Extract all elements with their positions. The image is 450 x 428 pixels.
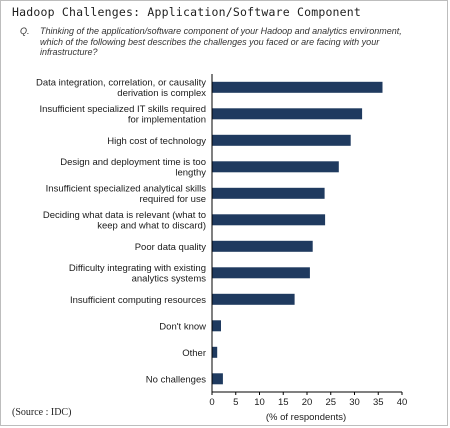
x-tick-label: 25 [325,397,336,408]
bar [212,346,218,358]
category-label: Other [182,348,206,359]
x-tick-label: 20 [302,397,313,408]
category-label: Don't know [159,321,206,332]
chart-title: Hadoop Challenges: Application/Software … [12,5,362,19]
source-note: (Source : IDC) [12,407,72,418]
category-label: No challenges [146,374,206,385]
x-tick-label: 0 [209,397,214,408]
x-tick-label: 10 [254,397,265,408]
category-label: Insufficient specialized analytical skil… [46,184,207,206]
bar [212,373,223,385]
category-label: Deciding what data is relevant (what to k… [43,210,206,232]
category-label: Data integration, correlation, or causal… [36,78,206,100]
bar [212,187,325,199]
category-label: High cost of technology [107,136,206,147]
bar [212,134,351,146]
category-label: Poor data quality [135,242,207,253]
category-label: Design and deployment time is too lengthy [60,157,206,179]
category-label: Insufficient computing resources [70,295,206,306]
category-label: Insufficient specialized IT skills requi… [39,104,206,126]
bar [212,81,383,93]
bar [212,108,363,120]
x-tick-label: 35 [373,397,384,408]
category-label: Difficulty integrating with existing anal… [69,263,206,285]
x-tick-label: 30 [349,397,360,408]
question-label: Q. [20,26,30,36]
bar [212,214,326,226]
x-tick-label: 5 [233,397,238,408]
survey-question: Thinking of the application/software com… [40,26,402,57]
x-axis-label: (% of respondents) [266,412,346,423]
bar [212,240,313,252]
bar [212,320,221,332]
x-tick-label: 40 [397,397,408,408]
bar [212,161,339,173]
bar [212,267,310,279]
x-tick-label: 15 [278,397,289,408]
bar [212,293,295,305]
